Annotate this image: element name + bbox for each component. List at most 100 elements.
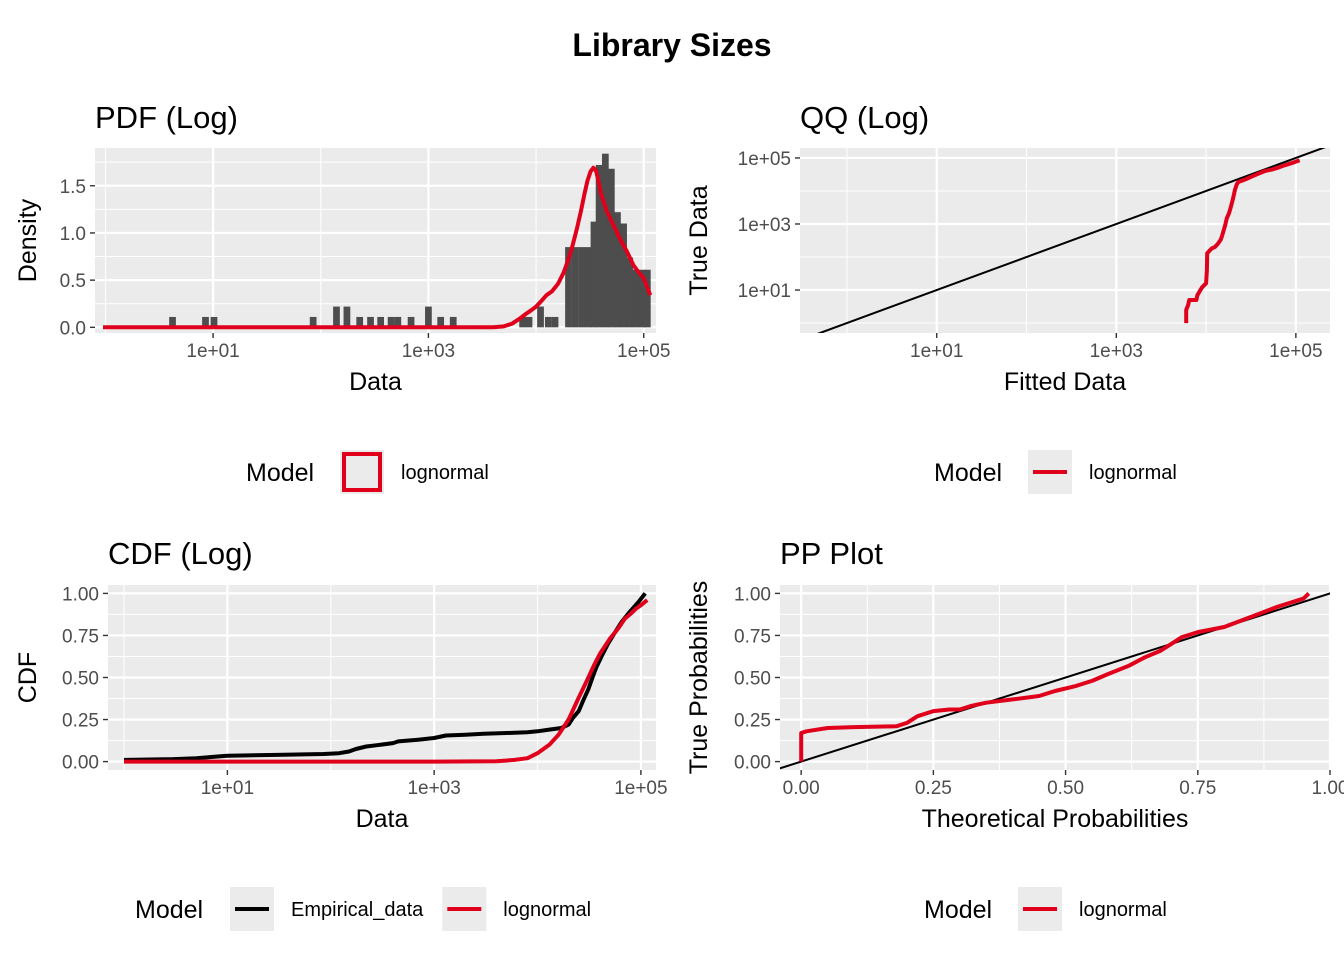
qq-tick-label-y: 1e+01	[738, 281, 791, 302]
pdf-histogram-bar	[620, 223, 627, 328]
pdf-histogram-bar	[595, 164, 603, 328]
pdf-legend-key	[340, 450, 384, 494]
pp-tick-label-x: 0.50	[1047, 778, 1084, 799]
pdf-histogram-bar	[169, 316, 176, 328]
pdf-histogram-bar	[537, 306, 544, 328]
cdf-y-axis-title: CDF	[14, 652, 42, 703]
pdf-histogram-bar	[356, 316, 364, 328]
pdf-legend-title: Model	[246, 459, 314, 487]
pdf-histogram-bar	[387, 316, 395, 328]
cdf-legend-label: lognormal	[503, 899, 591, 921]
cdf-series-line-lognormal	[124, 598, 649, 764]
qq-reference-line	[817, 148, 1326, 333]
qq-data-layer	[817, 148, 1326, 333]
qq-y-axis-title: True Data	[685, 185, 713, 295]
pdf-histogram-bar	[437, 316, 445, 328]
cdf-tick-label-x: 1e+03	[407, 778, 460, 799]
pp-tick-label-x: 0.75	[1179, 778, 1216, 799]
pdf-tick-label-y: 0.0	[60, 318, 86, 339]
pdf-histogram-bar	[607, 168, 615, 328]
qq-tick-label-x: 1e+05	[1269, 341, 1322, 362]
cdf-legend-label: Empirical_data	[291, 899, 424, 921]
cdf-legend: Model Empirical_data lognormal	[135, 887, 591, 931]
pdf-histogram-bar	[394, 316, 402, 328]
pdf-tick-label-x: 1e+01	[186, 341, 239, 362]
cdf-title: CDF (Log)	[108, 536, 253, 571]
cdf-tick-label-y: 0.25	[62, 711, 99, 732]
pp-legend-title: Model	[924, 896, 992, 924]
pdf-tick-label-y: 1.5	[60, 177, 86, 198]
pp-data-layer	[780, 591, 1330, 770]
cdf-panel: CDF (Log) 1e+01 1e+03 1e+05 0.00 0.25 0.50 0.7…	[14, 536, 668, 931]
pp-tick-label-y: 0.75	[734, 626, 771, 647]
pdf-histogram-bar	[202, 316, 209, 328]
cdf-legend-title: Model	[135, 896, 203, 924]
pdf-histogram-bar	[571, 247, 579, 328]
pdf-histogram-bar	[367, 316, 374, 328]
cdf-data-layer	[123, 592, 649, 764]
pdf-plot-background	[95, 148, 656, 333]
page-title: Library Sizes	[572, 27, 771, 63]
pdf-histogram-bar	[210, 316, 218, 328]
pp-title: PP Plot	[780, 536, 883, 571]
qq-tick-label-x: 1e+03	[1090, 341, 1143, 362]
pdf-histogram-bar	[449, 316, 457, 328]
cdf-tick-label-y: 0.00	[62, 753, 99, 774]
pp-reference-line	[780, 592, 1330, 770]
pdf-histogram-bar	[643, 269, 651, 328]
qq-legend-title: Model	[934, 459, 1002, 487]
pdf-legend-label: lognormal	[401, 462, 489, 484]
cdf-legend-key	[442, 887, 487, 931]
pdf-histogram-bar	[407, 316, 415, 328]
pdf-series-line-lognormal	[103, 165, 653, 330]
pdf-histogram-bar	[565, 247, 572, 328]
pp-tick-label-x: 0.25	[915, 778, 952, 799]
pdf-histogram-bar	[551, 316, 559, 328]
pp-series-line-lognormal	[799, 591, 1311, 762]
pdf-data-layer	[103, 153, 653, 330]
pdf-histogram-bar	[519, 316, 526, 328]
cdf-tick-label-x: 1e+05	[614, 778, 667, 799]
qq-series-line-lognormal	[1184, 158, 1301, 324]
pdf-histogram-bar	[343, 306, 351, 328]
qq-legend: Model lognormal	[934, 450, 1177, 494]
pdf-histogram-bar	[333, 306, 340, 328]
qq-x-axis-title: Fitted Data	[1004, 368, 1126, 396]
pdf-histogram-bar	[614, 212, 621, 328]
pdf-tick-label-y: 0.5	[60, 271, 86, 292]
pdf-histogram-bar	[638, 269, 646, 328]
pdf-title: PDF (Log)	[95, 100, 238, 135]
pdf-histogram-bar	[601, 153, 609, 328]
pdf-tick-label-y: 1.0	[60, 224, 86, 245]
cdf-tick-label-x: 1e+01	[201, 778, 254, 799]
pp-tick-label-y: 0.50	[734, 669, 771, 690]
pdf-histogram-bar	[590, 221, 598, 328]
pdf-histogram-bar	[578, 247, 586, 328]
pdf-histogram-bar	[626, 257, 634, 328]
pp-legend: Model lognormal	[924, 887, 1167, 931]
pdf-x-axis-title: Data	[349, 368, 402, 396]
pp-legend-key	[1018, 887, 1062, 931]
pdf-legend-key-background	[340, 450, 384, 494]
pdf-y-axis-title: Density	[14, 198, 42, 282]
pdf-histogram-bar	[525, 316, 533, 328]
pp-x-axis-title: Theoretical Probabilities	[922, 805, 1189, 833]
pp-y-axis-title: True Probabilities	[685, 581, 713, 775]
cdf-x-axis-title: Data	[356, 805, 409, 833]
pp-legend-label: lognormal	[1079, 899, 1167, 921]
pp-tick-label-y: 0.25	[734, 711, 771, 732]
qq-tick-label-y: 1e+05	[738, 149, 791, 170]
pp-tick-label-x: 1.00	[1312, 778, 1344, 799]
pdf-tick-label-x: 1e+05	[617, 341, 670, 362]
pdf-histogram-bar	[632, 269, 640, 328]
qq-legend-label: lognormal	[1089, 462, 1177, 484]
pdf-tick-label-x: 1e+03	[402, 341, 455, 362]
cdf-series-line-empirical_data	[123, 592, 647, 762]
cdf-tick-label-y: 0.50	[62, 669, 99, 690]
pdf-legend-swatch	[342, 452, 382, 492]
pdf-panel: PDF (Log) 1e+01 1e+03 1e+05 0.0 0.5 1.0 1.5 Dat…	[14, 100, 670, 494]
pdf-histogram-bar	[584, 247, 592, 328]
pdf-histogram-bar	[377, 316, 385, 328]
pp-tick-label-x: 0.00	[783, 778, 820, 799]
